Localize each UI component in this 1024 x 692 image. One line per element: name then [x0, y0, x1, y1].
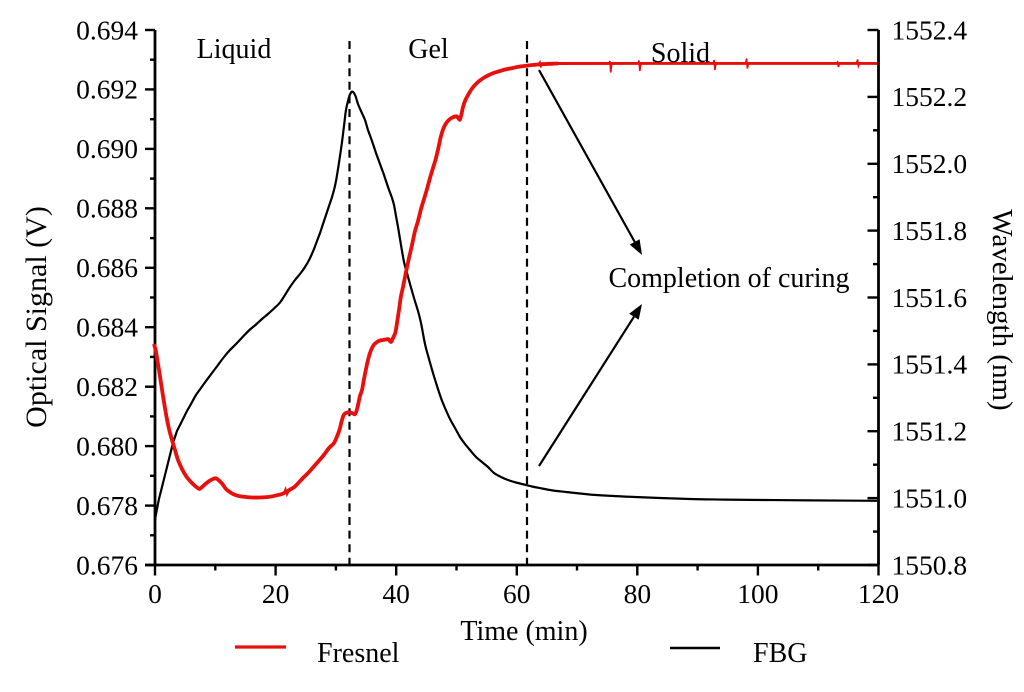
svg-text:Completion of curing: Completion of curing	[608, 263, 849, 294]
svg-text:80: 80	[624, 578, 652, 609]
svg-text:0.678: 0.678	[76, 490, 138, 521]
svg-text:1550.8: 1550.8	[892, 549, 968, 580]
svg-text:Wavelength (nm): Wavelength (nm)	[986, 209, 1018, 410]
svg-text:1551.4: 1551.4	[892, 349, 968, 380]
svg-text:1551.8: 1551.8	[892, 215, 968, 246]
svg-text:1551.0: 1551.0	[892, 482, 968, 513]
svg-text:Solid: Solid	[651, 38, 710, 69]
svg-text:0: 0	[148, 578, 162, 609]
svg-text:1552.2: 1552.2	[892, 81, 968, 112]
svg-text:0.690: 0.690	[76, 133, 138, 164]
svg-text:0.682: 0.682	[76, 371, 138, 402]
svg-text:1552.4: 1552.4	[892, 14, 968, 45]
svg-text:0.686: 0.686	[76, 252, 138, 283]
svg-text:1551.6: 1551.6	[892, 282, 968, 313]
svg-text:20: 20	[262, 578, 290, 609]
svg-text:Optical Signal (V): Optical Signal (V)	[20, 206, 53, 428]
svg-text:Fresnel: Fresnel	[317, 638, 400, 669]
svg-text:0.676: 0.676	[76, 549, 138, 580]
svg-text:0.688: 0.688	[76, 193, 138, 224]
svg-text:100: 100	[737, 578, 778, 609]
svg-text:1551.2: 1551.2	[892, 416, 968, 447]
svg-text:0.694: 0.694	[76, 14, 138, 45]
svg-text:40: 40	[382, 578, 410, 609]
svg-text:1552.0: 1552.0	[892, 148, 968, 179]
svg-text:120: 120	[858, 578, 899, 609]
svg-text:60: 60	[503, 578, 531, 609]
svg-text:Liquid: Liquid	[197, 34, 272, 65]
svg-text:0.684: 0.684	[76, 312, 138, 343]
svg-text:Time (min): Time (min)	[460, 616, 587, 647]
svg-text:FBG: FBG	[753, 638, 807, 669]
svg-text:0.692: 0.692	[76, 74, 138, 105]
svg-text:Gel: Gel	[408, 34, 449, 65]
svg-text:0.680: 0.680	[76, 430, 138, 461]
